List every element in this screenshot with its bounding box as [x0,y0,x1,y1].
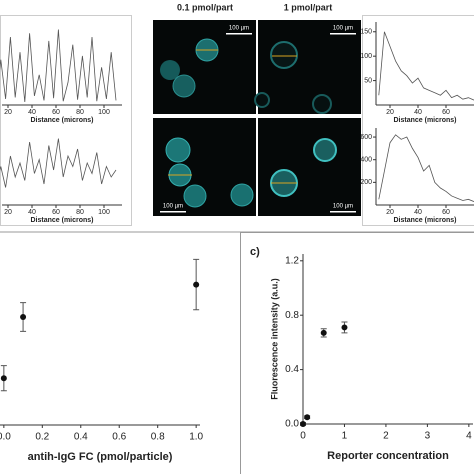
x-tick-label: 0.6 [112,432,126,443]
x-tick-label: 20 [386,109,394,116]
y-tick-label: 100 [360,53,372,60]
x-tick-label: 0.4 [74,432,88,443]
x-tick-label: 0.2 [35,432,49,443]
point [341,324,348,331]
x-axis-label: Distance (microns) [393,117,456,124]
panel-frame [0,15,132,226]
x-axis-label: Reporter concentration [327,450,449,462]
point [20,314,27,320]
column-title: 0.1 pmol/part [177,2,233,12]
y-tick-label: 400 [360,157,372,164]
x-tick-label: 3 [425,431,431,442]
y-tick-label: 0.0 [285,419,299,430]
panel-label: c) [250,246,260,258]
column-title: 1 pmol/part [284,2,333,12]
point [320,329,327,336]
y-tick-label: 200 [360,179,372,186]
point [0,375,7,382]
x-tick-label: 100 [98,209,110,216]
x-tick-label: 1.0 [189,432,203,443]
point [193,281,200,288]
panel-frame [362,15,474,226]
y-tick-label: 0.4 [285,364,299,375]
x-tick-label: 0.0 [0,432,11,443]
y-axis-label: Fluorescence intensity (a.u.) [269,278,279,400]
micrograph: 100 µm [153,118,256,216]
scale-label: 100 µm [333,204,353,210]
panel-frame [240,232,474,474]
x-tick-label: 60 [442,209,450,216]
x-tick-label: 60 [442,109,450,116]
line [0,138,117,188]
point [304,414,311,421]
x-tick-label: 40 [414,209,422,216]
x-axis-label: Distance (microns) [30,117,93,124]
scale-label: 100 µm [229,26,249,32]
line [378,134,474,202]
x-tick-label: 0 [300,431,306,442]
x-tick-label: 60 [52,209,60,216]
x-tick-label: 40 [28,209,36,216]
y-tick-label: 50 [364,77,372,84]
micrograph: 100 µm [258,118,361,216]
x-tick-label: 0.8 [151,432,165,443]
x-tick-label: 20 [386,209,394,216]
micrograph: 100 µm [153,20,256,114]
x-tick-label: 40 [28,109,36,116]
x-tick-label: 80 [76,209,84,216]
x-tick-label: 40 [414,109,422,116]
line [378,31,474,101]
x-axis-label: antih-IgG FC (pmol/particle) [28,451,173,463]
micrograph: 100 µm [254,20,361,114]
y-tick-label: 0.8 [285,310,299,321]
x-tick-label: 80 [76,109,84,116]
x-axis-label: Distance (microns) [30,217,93,224]
line [0,29,117,103]
x-tick-label: 2 [383,431,389,442]
x-tick-label: 1 [342,431,348,442]
x-tick-label: 4 [466,431,472,442]
y-tick-label: 1.2 [285,255,299,266]
x-tick-label: 20 [4,209,12,216]
point [300,421,306,427]
y-tick-label: 600 [360,134,372,141]
scale-label: 100 µm [163,204,183,210]
scale-label: 100 µm [333,26,353,32]
x-tick-label: 20 [4,109,12,116]
y-tick-label: 150 [360,29,372,36]
x-tick-label: 60 [52,109,60,116]
x-tick-label: 100 [98,109,110,116]
x-axis-label: Distance (microns) [393,217,456,224]
